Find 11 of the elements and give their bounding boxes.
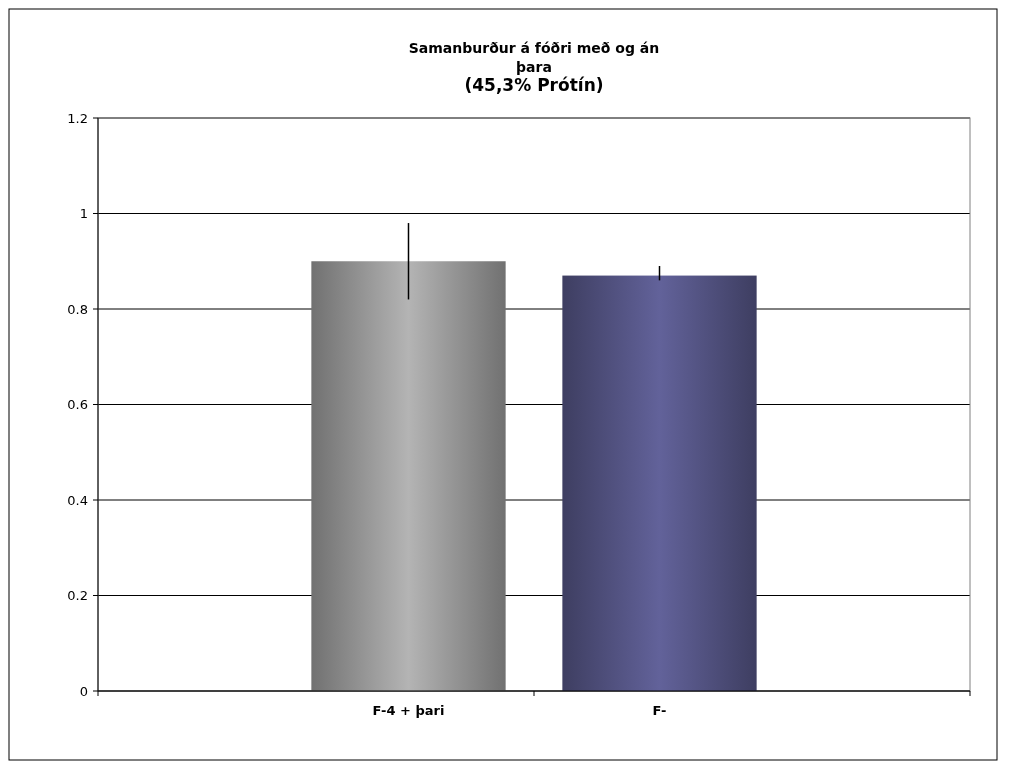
- chart-subtitle: (45,3% Prótín): [464, 75, 604, 95]
- y-tick-label: 0: [79, 683, 88, 699]
- chart-title: Samanburður á fóðri með og án þara: [408, 40, 660, 75]
- y-tick-label: 1: [79, 206, 88, 222]
- x-tick-label: F-: [652, 703, 667, 718]
- y-tick-label: 1.2: [67, 110, 88, 126]
- y-tick-label: 0.6: [67, 397, 88, 413]
- x-tick-label: F-4 + þari: [372, 703, 445, 718]
- y-tick-label: 0.8: [67, 301, 88, 317]
- y-tick-label: 0.4: [67, 492, 88, 508]
- y-tick-label: 0.2: [67, 588, 88, 604]
